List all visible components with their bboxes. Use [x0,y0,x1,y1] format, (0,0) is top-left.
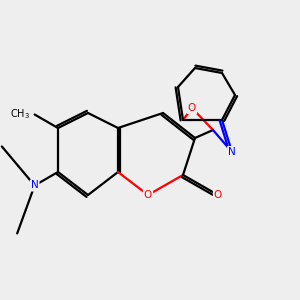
Text: O: O [144,190,152,200]
Text: O: O [188,103,196,113]
Text: N: N [31,181,38,190]
Text: N: N [228,147,236,157]
Text: O: O [214,190,222,200]
Text: CH$_3$: CH$_3$ [10,108,30,122]
